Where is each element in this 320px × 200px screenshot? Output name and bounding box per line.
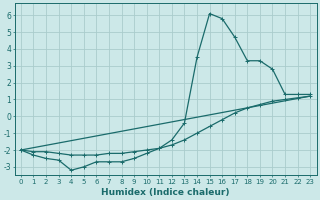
X-axis label: Humidex (Indice chaleur): Humidex (Indice chaleur) bbox=[101, 188, 230, 197]
